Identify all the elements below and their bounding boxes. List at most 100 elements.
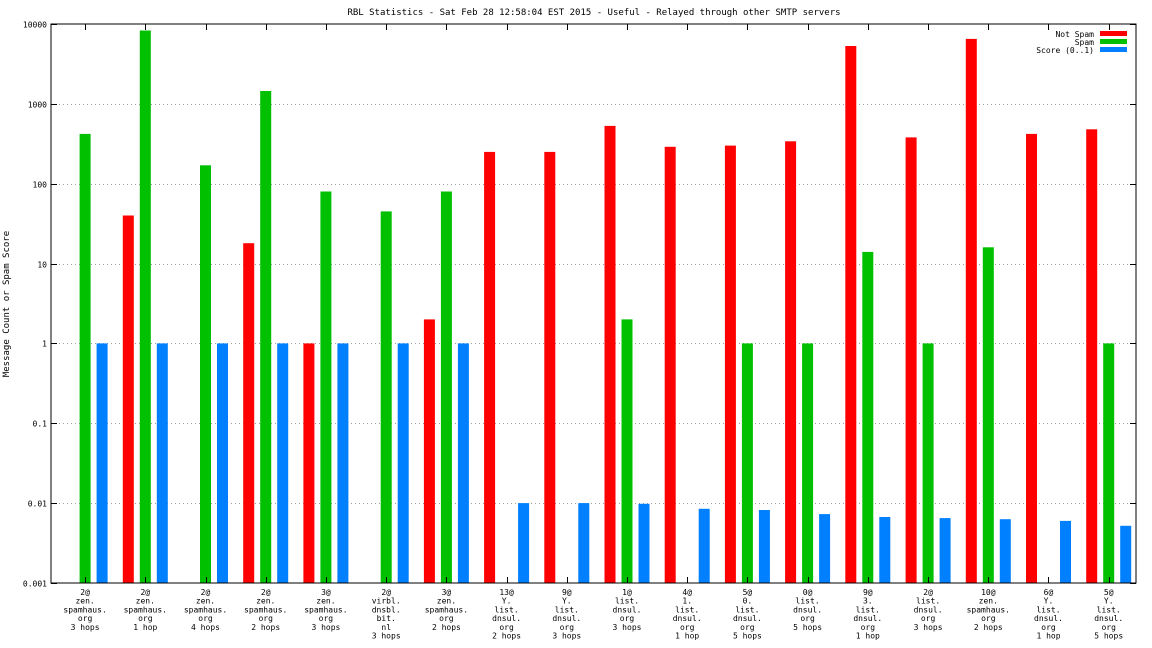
bar-not-spam <box>423 319 435 583</box>
x-tick-label-line: 9@ <box>562 588 572 597</box>
x-tick-label-line: nl <box>381 623 391 632</box>
bar-score <box>277 343 289 583</box>
bar-score <box>457 343 469 583</box>
x-tick-label-line: list. <box>1097 605 1121 614</box>
x-tick-label-line: 10@ <box>981 588 996 597</box>
x-tick-label-line: list. <box>495 605 519 614</box>
x-tick-label-line: org <box>981 614 996 623</box>
bar-score <box>819 514 831 583</box>
x-tick-label-line: list. <box>675 605 699 614</box>
x-tick-label-line: dnsul. <box>1034 614 1063 623</box>
x-tick-label-line: 1. <box>682 597 692 606</box>
bar-spam <box>320 191 332 583</box>
x-tick-label-line: list. <box>555 605 579 614</box>
y-tick-label: 0.01 <box>28 500 47 509</box>
x-tick-label-line: dnsul. <box>793 605 822 614</box>
bar-not-spam <box>544 151 556 583</box>
x-tick-label-line: spamhaus. <box>244 605 287 614</box>
bar-not-spam <box>604 125 616 584</box>
bar-spam <box>802 343 814 583</box>
bar-not-spam <box>303 343 315 583</box>
bar-spam <box>862 251 874 583</box>
x-tick-label-line: list. <box>796 597 820 606</box>
x-tick-label-line: 3 hops <box>552 632 581 641</box>
x-tick-label-line: 2@ <box>140 588 150 597</box>
x-tick-label-line: org <box>560 623 575 632</box>
x-tick-label-line: 1@ <box>622 588 632 597</box>
y-tick-label: 1 <box>42 340 47 349</box>
bar-spam <box>621 319 633 583</box>
x-tick-label-line: dnsul. <box>914 605 943 614</box>
bar-not-spam <box>243 243 255 583</box>
x-tick-label-line: 2@ <box>80 588 90 597</box>
x-tick-label-line: org <box>680 623 695 632</box>
bar-score <box>698 508 710 583</box>
bars <box>79 30 1132 584</box>
x-tick-label-line: zen. <box>75 597 94 606</box>
x-tick-label-line: org <box>138 614 153 623</box>
x-tick-label-line: 1 hop <box>1036 632 1060 641</box>
x-tick-label-line: org <box>258 614 273 623</box>
x-tick-label-line: org <box>861 623 876 632</box>
x-tick-label-line: zen. <box>979 597 998 606</box>
x-tick-label-line: list. <box>856 605 880 614</box>
bar-spam <box>260 91 272 583</box>
x-tick-label-line: Y. <box>562 597 572 606</box>
x-tick-label-line: list. <box>916 597 940 606</box>
legend-swatch <box>1100 47 1127 52</box>
x-tick-label-line: spamhaus. <box>63 605 106 614</box>
x-tick-label-line: org <box>620 614 635 623</box>
x-tick-label-line: 0. <box>743 597 753 606</box>
y-tick-label: 1000 <box>28 101 47 110</box>
x-tick-label-line: dnsul. <box>853 614 882 623</box>
x-tick-label-line: dnsbl. <box>372 605 401 614</box>
x-tick-label-line: Y. <box>1104 597 1114 606</box>
bar-score <box>879 517 891 583</box>
bar-spam <box>79 133 91 583</box>
x-tick-label-line: 3. <box>863 597 873 606</box>
bar-spam <box>139 30 151 583</box>
bar-not-spam <box>905 137 917 583</box>
x-tick-label-line: 3 hops <box>613 623 642 632</box>
bar-score <box>518 503 530 583</box>
bar-spam <box>380 211 392 583</box>
x-tick-label-line: org <box>319 614 334 623</box>
x-tick-label-line: virbl. <box>372 597 401 606</box>
y-axis-label: Message Count or Spam Score <box>2 231 12 377</box>
x-tick-label-line: 1 hop <box>133 623 157 632</box>
bar-score <box>1120 525 1132 583</box>
x-tick-label-line: org <box>800 614 815 623</box>
legend-swatch <box>1100 39 1127 44</box>
bar-not-spam <box>1026 133 1037 583</box>
x-tick-label-line: 2 hops <box>974 623 1003 632</box>
x-tick-label-line: 3 hops <box>71 623 100 632</box>
bar-score <box>96 343 108 583</box>
bar-score <box>217 343 228 583</box>
bar-not-spam <box>724 145 736 583</box>
x-tick-label-line: org <box>439 614 454 623</box>
y-tick-label: 10000 <box>23 21 47 30</box>
x-tick-label-line: Y. <box>502 597 512 606</box>
bar-spam <box>1103 343 1115 583</box>
x-tick-label-line: dnsul. <box>613 605 642 614</box>
x-tick-label-line: spamhaus. <box>304 605 347 614</box>
plot-frame <box>50 23 1137 584</box>
bar-not-spam <box>785 141 797 584</box>
x-tick-label-line: 3 hops <box>914 623 943 632</box>
bar-score <box>758 510 770 583</box>
bar-spam <box>982 247 994 584</box>
x-tick-label-line: 5@ <box>1104 588 1114 597</box>
